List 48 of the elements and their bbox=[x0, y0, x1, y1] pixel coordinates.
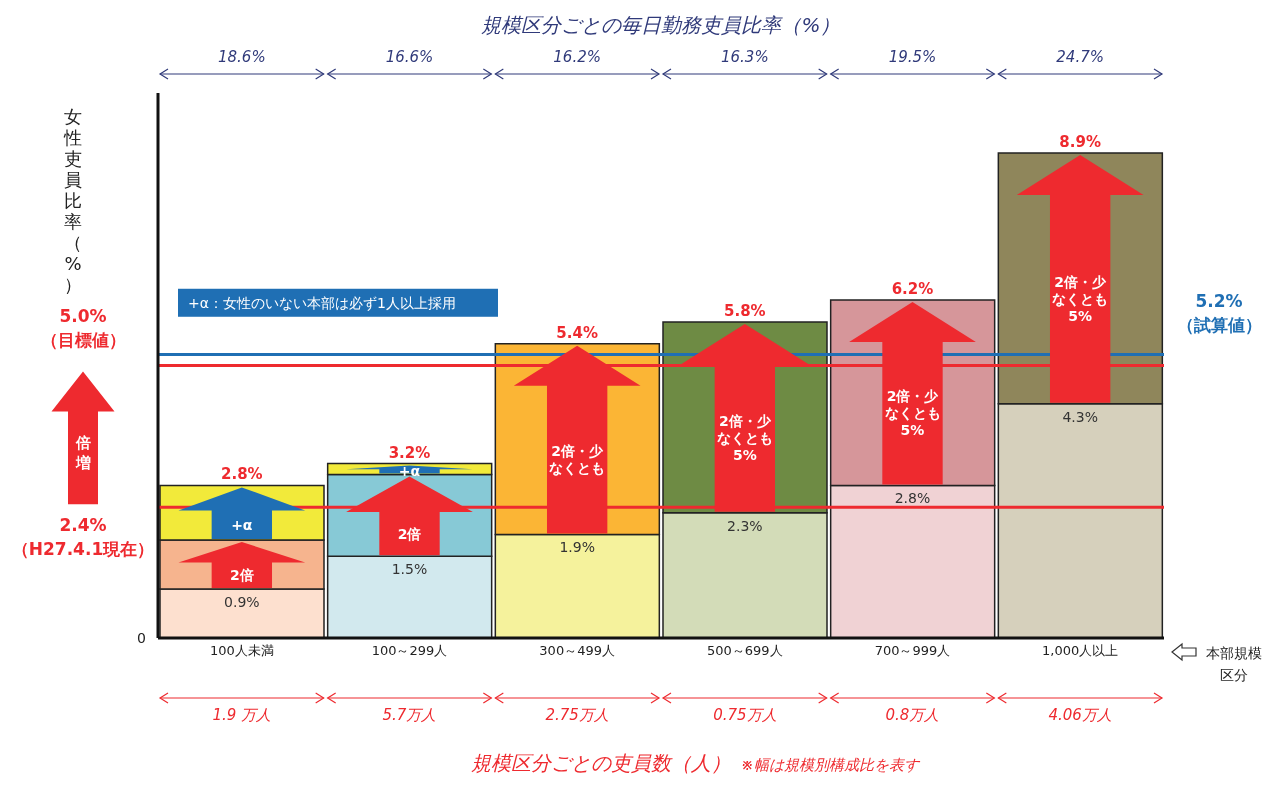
data-label: 1.5% bbox=[391, 561, 428, 578]
x-axis-title: 規模区分ごとの吏員数（人） bbox=[471, 751, 731, 775]
x-tick-label: 500～699人 bbox=[707, 643, 783, 659]
x-tick-label: 700～999人 bbox=[874, 643, 951, 659]
data-label: 4.3% bbox=[1062, 408, 1098, 425]
x-tick-label: 100人未満 bbox=[209, 643, 274, 659]
x-tick-label: 100～299人 bbox=[371, 643, 448, 659]
text: 16.6% bbox=[385, 48, 434, 66]
total-label: 3.2% bbox=[388, 443, 431, 462]
total-label: 5.4% bbox=[556, 323, 598, 342]
chart-title: 規模区分ごとの毎日勤務吏員比率（%） bbox=[481, 13, 841, 37]
annotation: 2倍・少なくとも bbox=[549, 443, 606, 477]
total-label: 6.2% bbox=[891, 280, 934, 299]
data-label: 1.9% bbox=[559, 539, 595, 556]
x-tick-label: 300～499人 bbox=[539, 643, 615, 659]
ref-line-label: 5.2%（試算値） bbox=[1176, 290, 1262, 335]
text: 1.9 万人 bbox=[212, 706, 272, 724]
data-label: 0.9% bbox=[224, 593, 260, 610]
annotation: 2倍 bbox=[229, 567, 254, 584]
text: 16.3% bbox=[721, 48, 769, 66]
text: 0 bbox=[137, 630, 146, 646]
annotation: 2倍・少なくとも5% bbox=[884, 388, 941, 439]
text: 0.8万人 bbox=[885, 706, 940, 724]
text: 女性吏員比率（%） bbox=[64, 106, 82, 295]
text: 倍増 bbox=[74, 434, 91, 473]
text: 24.7% bbox=[1056, 48, 1104, 66]
text: 16.2% bbox=[553, 48, 601, 66]
annotation: +α：女性のいない本部は必ず1人以上採用 bbox=[188, 294, 456, 311]
text: 2.75万人 bbox=[545, 706, 609, 724]
text: 4.06万人 bbox=[1048, 706, 1112, 724]
text: 0.75万人 bbox=[713, 706, 777, 724]
ref-line-label: 2.4%（H27.4.1現在） bbox=[11, 515, 155, 560]
total-label: 8.9% bbox=[1059, 132, 1101, 151]
text: ※幅は規模別構成比を表す bbox=[741, 756, 921, 774]
annotation: 2倍・少なくとも5% bbox=[716, 412, 773, 463]
x-tick-label: 1,000人以上 bbox=[1042, 643, 1119, 659]
data-label: 2.3% bbox=[727, 517, 763, 534]
annotation: 2倍 bbox=[397, 525, 422, 542]
total-label: 5.8% bbox=[724, 301, 766, 320]
text: 18.6% bbox=[218, 48, 266, 66]
total-label: 2.8% bbox=[221, 465, 263, 484]
text: 本部規模区分 bbox=[1206, 645, 1262, 683]
data-label: 2.8% bbox=[894, 490, 931, 507]
annotation: 2倍・少なくとも5% bbox=[1052, 273, 1109, 324]
text: 5.7万人 bbox=[382, 706, 437, 724]
annotation: +α bbox=[231, 516, 253, 533]
text: 19.5% bbox=[888, 48, 937, 66]
ref-line-label: 5.0%（目標値） bbox=[40, 305, 126, 350]
